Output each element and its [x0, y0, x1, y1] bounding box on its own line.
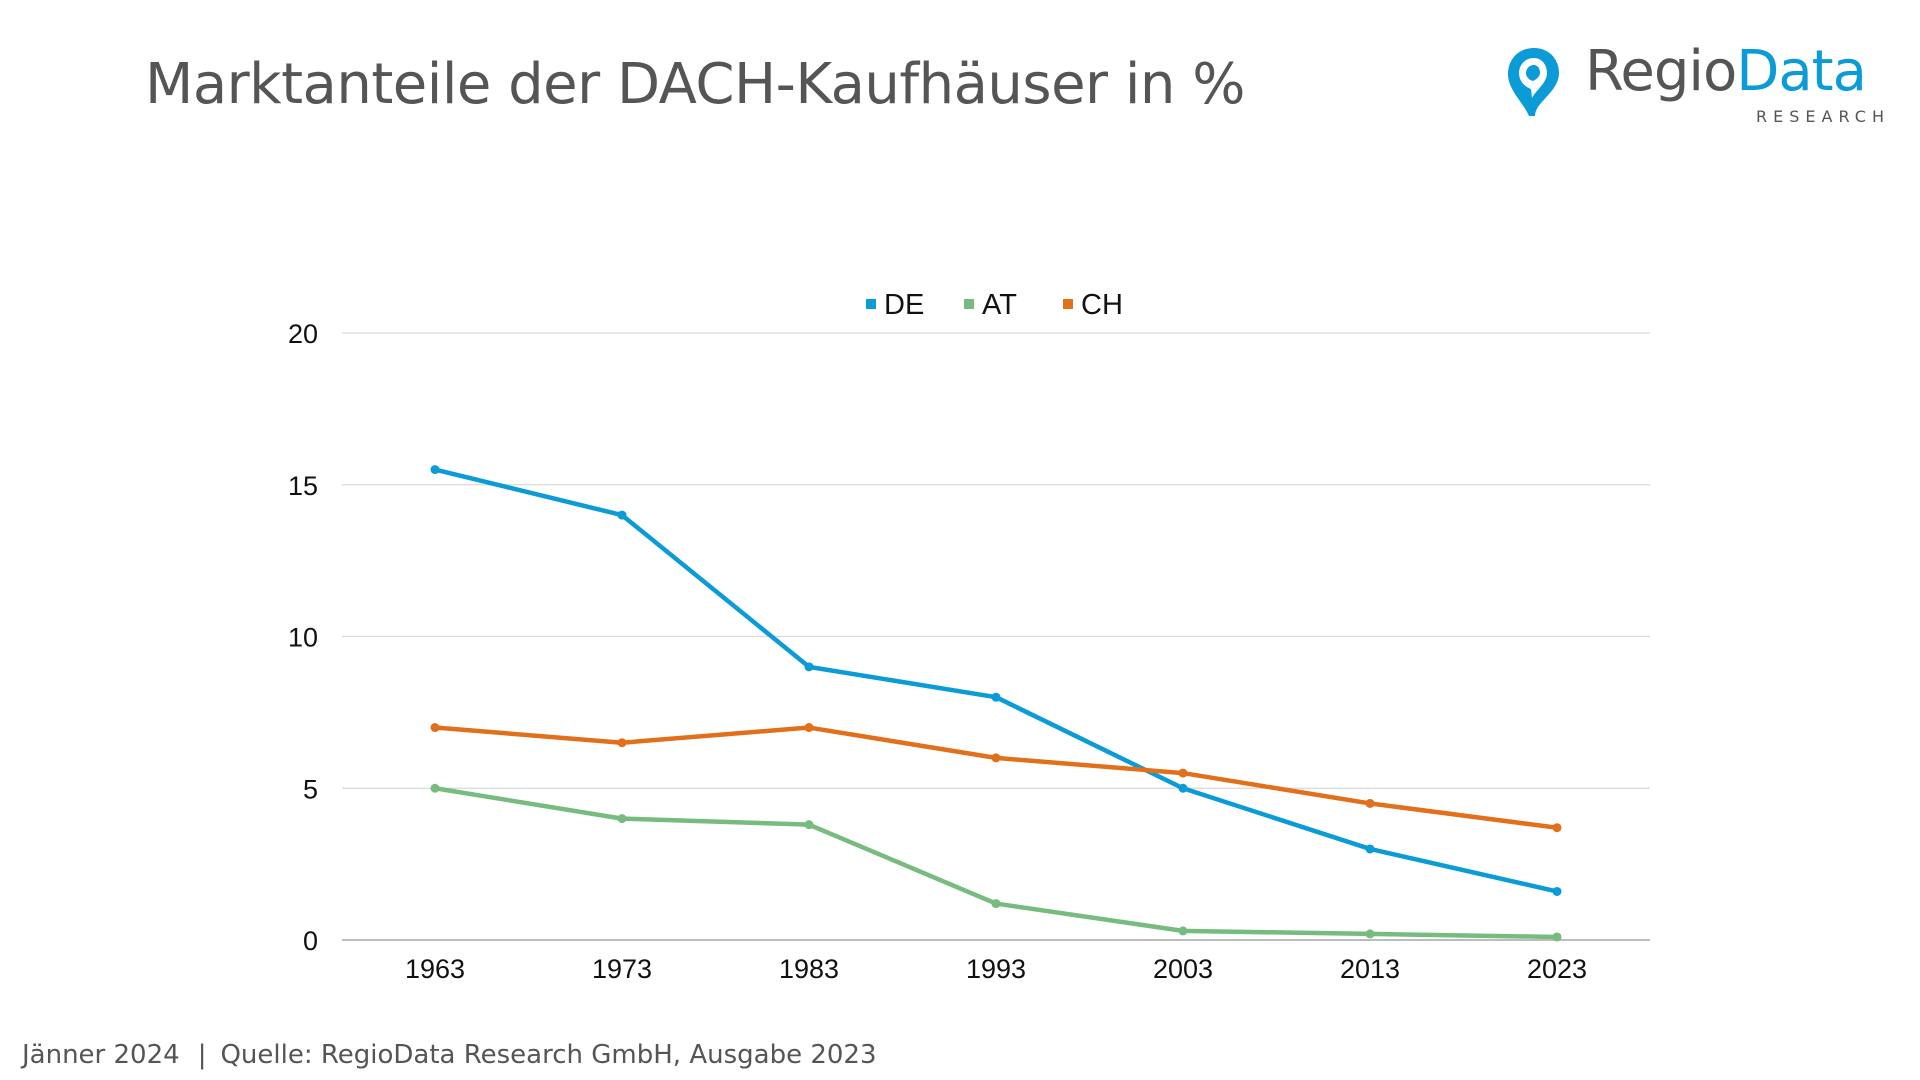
legend-label-ch: CH: [1081, 289, 1123, 321]
x-tick-label: 2013: [1340, 954, 1400, 984]
data-point-at: [804, 820, 814, 830]
page-title: Marktanteile der DACH-Kaufhäuser in %: [145, 52, 1245, 117]
footer-source-text: Quelle: RegioData Research GmbH, Ausgabe…: [220, 1040, 877, 1070]
y-tick-label: 15: [288, 471, 318, 501]
data-point-at: [430, 783, 440, 793]
data-point-at: [1552, 932, 1562, 942]
x-tick-label: 1963: [405, 954, 465, 984]
footer-separator: |: [197, 1040, 207, 1070]
x-tick-label: 2023: [1527, 954, 1587, 984]
logo-name-part2: Data: [1736, 39, 1867, 104]
data-point-de: [1552, 886, 1562, 896]
chart-legend: DE AT CH: [866, 289, 1123, 321]
logo-subtitle: RESEARCH: [1756, 107, 1890, 126]
y-tick-label: 0: [303, 926, 318, 956]
footer-date: Jänner 2024: [22, 1040, 180, 1070]
data-point-ch: [617, 738, 627, 748]
data-point-de: [430, 465, 440, 475]
data-point-ch: [1552, 823, 1562, 833]
data-point-de: [991, 692, 1001, 702]
legend-marker-at: [964, 299, 974, 309]
grid-lines: [342, 332, 1650, 941]
legend-marker-de: [866, 299, 876, 309]
series-line-ch: [432, 725, 1560, 830]
data-point-ch: [1365, 798, 1375, 808]
location-pin-icon: [1508, 48, 1559, 116]
legend-label-at: AT: [982, 289, 1017, 321]
data-point-ch: [991, 753, 1001, 763]
data-point-ch: [804, 723, 814, 733]
data-point-de: [617, 510, 627, 520]
x-tick-label: 2003: [1153, 954, 1213, 984]
axis-labels: 0 5 10 15 20 1963 1973 1983 1993 2003 2013 2023: [288, 319, 1587, 984]
data-point-de: [1365, 844, 1375, 854]
logo-name-part1: Regio: [1585, 39, 1737, 104]
data-point-at: [1178, 926, 1188, 936]
x-tick-label: 1993: [966, 954, 1026, 984]
series-line-at: [432, 786, 1560, 940]
legend-marker-ch: [1063, 299, 1073, 309]
legend-label-de: DE: [884, 289, 924, 321]
x-tick-label: 1973: [592, 954, 652, 984]
data-point-at: [1365, 929, 1375, 939]
series-lines: [430, 465, 1562, 942]
data-point-de: [1178, 783, 1188, 793]
data-point-at: [991, 899, 1001, 909]
data-point-ch: [430, 723, 440, 733]
logo-wordmark: RegioData: [1585, 44, 1867, 100]
y-tick-label: 20: [288, 319, 318, 349]
data-point-ch: [1178, 768, 1188, 778]
data-point-de: [804, 662, 814, 672]
y-tick-label: 10: [288, 623, 318, 653]
data-point-at: [617, 814, 627, 824]
x-tick-label: 1983: [779, 954, 839, 984]
regiodata-logo: RegioData RESEARCH: [1505, 40, 1895, 140]
series-line-de: [432, 467, 1560, 894]
footer-source: Jänner 2024 | Quelle: RegioData Research G…: [22, 1040, 877, 1070]
y-tick-label: 5: [303, 774, 318, 804]
